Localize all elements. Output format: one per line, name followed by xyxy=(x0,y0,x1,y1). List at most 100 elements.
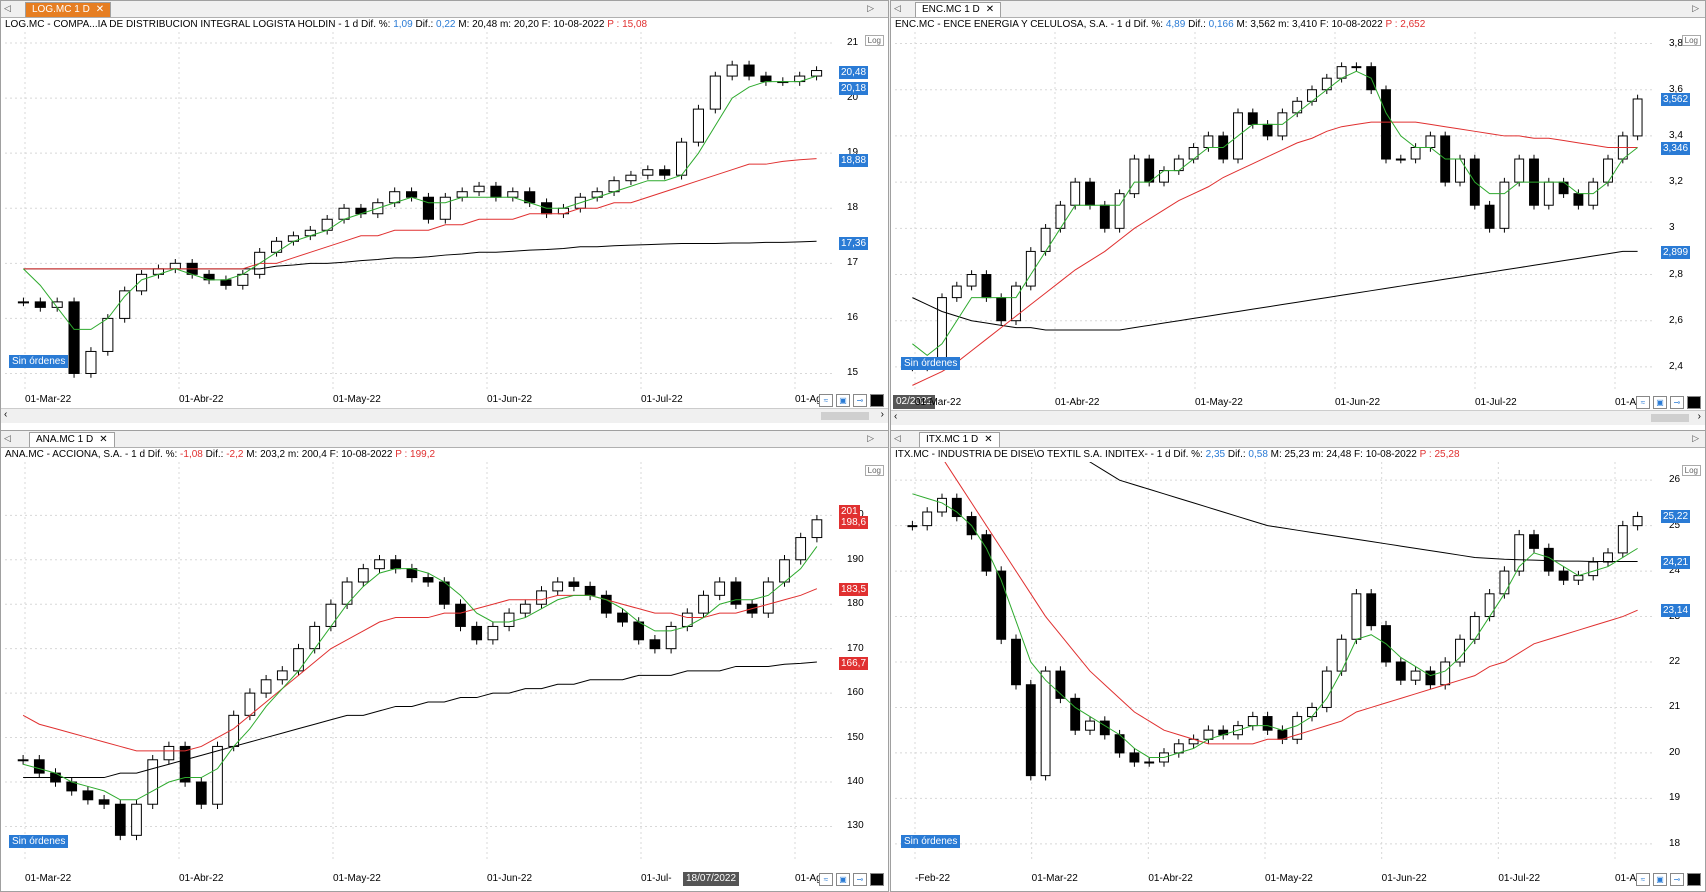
candle-body xyxy=(795,537,807,561)
save-icon[interactable]: ▣ xyxy=(836,872,850,886)
save-icon[interactable]: ▣ xyxy=(1653,872,1667,886)
scroll-right-icon[interactable]: › xyxy=(1697,411,1701,422)
y-tick-label: 3,6 xyxy=(1669,83,1683,95)
x-tick-label: 01-May-22 xyxy=(333,873,381,884)
candle-body xyxy=(1351,593,1362,640)
candle-body xyxy=(1336,638,1347,672)
sma-slow-line xyxy=(23,661,817,779)
tab-scroll-right-icon[interactable]: ▷ xyxy=(867,433,874,443)
price-axis[interactable]: 200190180170160150140130201198,6183,5166… xyxy=(837,462,881,862)
tab-scroll-left-icon[interactable]: ◁ xyxy=(4,3,11,13)
pin-icon[interactable]: ⊸ xyxy=(853,393,867,407)
sma-fast-line xyxy=(22,546,818,801)
candle-body xyxy=(1573,193,1584,206)
header-symbol: ANA.MC - ACCIONA, S.A. - 1 d Dif. %: xyxy=(5,449,178,460)
candle-body xyxy=(1247,112,1258,125)
x-tick-label: 01-Mar-22 xyxy=(1031,873,1078,884)
candle-body xyxy=(1632,98,1643,137)
log-scale-button[interactable]: Log xyxy=(1681,35,1701,46)
close-icon[interactable]: ✕ xyxy=(99,434,108,445)
candlestick-chart[interactable] xyxy=(5,462,835,862)
candle-body xyxy=(1055,204,1066,229)
price-axis[interactable]: 3,8 3,6 3,4 3,2 3 2,8 2,6 2,4 3,562 3,346 2,899 xyxy=(1659,32,1703,390)
sma-mid-line xyxy=(23,158,817,270)
candle-body xyxy=(456,191,468,198)
fullscreen-icon[interactable] xyxy=(870,872,884,886)
close-icon[interactable]: ✕ xyxy=(985,4,995,15)
pin-icon[interactable]: ⊸ xyxy=(853,872,867,886)
candle-body xyxy=(625,174,637,182)
price-tag: 3,346 xyxy=(1661,142,1691,156)
x-tick-label: 01-May-22 xyxy=(1265,873,1313,884)
indicator-icon[interactable]: ≈ xyxy=(1636,395,1650,409)
instrument-header: ANA.MC - ACCIONA, S.A. - 1 d Dif. %: -1,… xyxy=(1,448,888,462)
header-p: P : 199,2 xyxy=(395,449,436,460)
tab-scroll-right-icon[interactable]: ▷ xyxy=(1692,433,1699,443)
tab-scroll-right-icon[interactable]: ▷ xyxy=(1692,3,1699,13)
save-icon[interactable]: ▣ xyxy=(836,393,850,407)
candle-body xyxy=(1617,525,1628,554)
indicator-icon[interactable]: ≈ xyxy=(819,872,833,886)
y-tick-label: 150 xyxy=(847,731,864,743)
x-tick-label: 01-Ag xyxy=(795,873,822,884)
y-tick-label: 21 xyxy=(1669,701,1681,713)
tab-enc[interactable]: ENC.MC 1 D ✕ xyxy=(915,2,1002,17)
tab-itx[interactable]: ITX.MC 1 D ✕ xyxy=(919,432,1000,447)
fullscreen-icon[interactable] xyxy=(1687,872,1701,886)
log-scale-button[interactable]: Log xyxy=(1681,465,1701,476)
candle-body xyxy=(1144,158,1155,183)
candle-body xyxy=(649,639,661,650)
header-dif-label: Dif.: xyxy=(415,19,434,30)
candle-body xyxy=(1499,570,1510,595)
fullscreen-icon[interactable] xyxy=(870,393,884,407)
candle-body xyxy=(68,301,80,374)
tab-log[interactable]: LOG.MC 1 D ✕ xyxy=(25,2,112,17)
date-axis: 01-Mar-22 01-Abr-22 01-May-22 01-Jun-22 01-J… xyxy=(5,872,822,886)
tab-label: ITX.MC 1 D xyxy=(926,434,979,445)
fullscreen-icon[interactable] xyxy=(1687,395,1701,409)
header-pct: -1,08 xyxy=(180,449,203,460)
pin-icon[interactable]: ⊸ xyxy=(1670,395,1684,409)
candle-body xyxy=(966,274,977,287)
pin-icon[interactable]: ⊸ xyxy=(1670,872,1684,886)
tab-scroll-left-icon[interactable]: ◁ xyxy=(4,433,11,443)
price-tag: 25,22 xyxy=(1661,509,1691,523)
candle-body xyxy=(1588,561,1599,577)
log-scale-button[interactable]: Log xyxy=(864,35,884,46)
tab-scroll-left-icon[interactable]: ◁ xyxy=(894,3,901,13)
y-tick-label: 170 xyxy=(847,642,864,654)
candle-body xyxy=(692,108,704,143)
candle-body xyxy=(1070,697,1081,731)
price-tag: 198,6 xyxy=(839,515,869,529)
tab-scroll-left-icon[interactable]: ◁ xyxy=(894,433,901,443)
scroll-thumb[interactable] xyxy=(1651,414,1689,422)
candle-body xyxy=(937,297,947,363)
candle-body xyxy=(584,585,596,596)
orders-badge: Sin órdenes xyxy=(9,355,69,368)
candlestick-chart[interactable] xyxy=(895,32,1655,390)
candle-body xyxy=(981,534,992,572)
close-icon[interactable]: ✕ xyxy=(984,434,993,445)
save-icon[interactable]: ▣ xyxy=(1653,395,1667,409)
scroll-right-icon[interactable]: › xyxy=(880,409,884,420)
scroll-left-icon[interactable]: ‹ xyxy=(894,411,898,422)
price-axis[interactable]: 21 20 19 18 17 16 15 20,48 20,18 18,88 17,36 xyxy=(837,32,881,390)
horizontal-scrollbar[interactable]: ‹ › xyxy=(891,410,1705,425)
indicator-icon[interactable]: ≈ xyxy=(1636,872,1650,886)
tab-scroll-right-icon[interactable]: ▷ xyxy=(867,3,874,13)
tab-label: ANA.MC 1 D xyxy=(36,434,94,445)
indicator-icon[interactable]: ≈ xyxy=(819,393,833,407)
close-icon[interactable]: ✕ xyxy=(95,4,105,15)
scroll-left-icon[interactable]: ‹ xyxy=(4,409,8,420)
price-tag: 20,48 xyxy=(839,65,869,79)
candlestick-chart[interactable] xyxy=(5,32,835,390)
candle-body xyxy=(760,75,772,83)
scroll-thumb[interactable] xyxy=(821,412,869,420)
candle-body xyxy=(659,169,671,176)
log-scale-button[interactable]: Log xyxy=(864,465,884,476)
candlestick-chart[interactable] xyxy=(895,462,1655,862)
x-tick-label: 01-Abr-22 xyxy=(179,873,224,884)
horizontal-scrollbar[interactable]: ‹ › xyxy=(1,408,888,423)
tab-ana[interactable]: ANA.MC 1 D ✕ xyxy=(29,432,115,447)
